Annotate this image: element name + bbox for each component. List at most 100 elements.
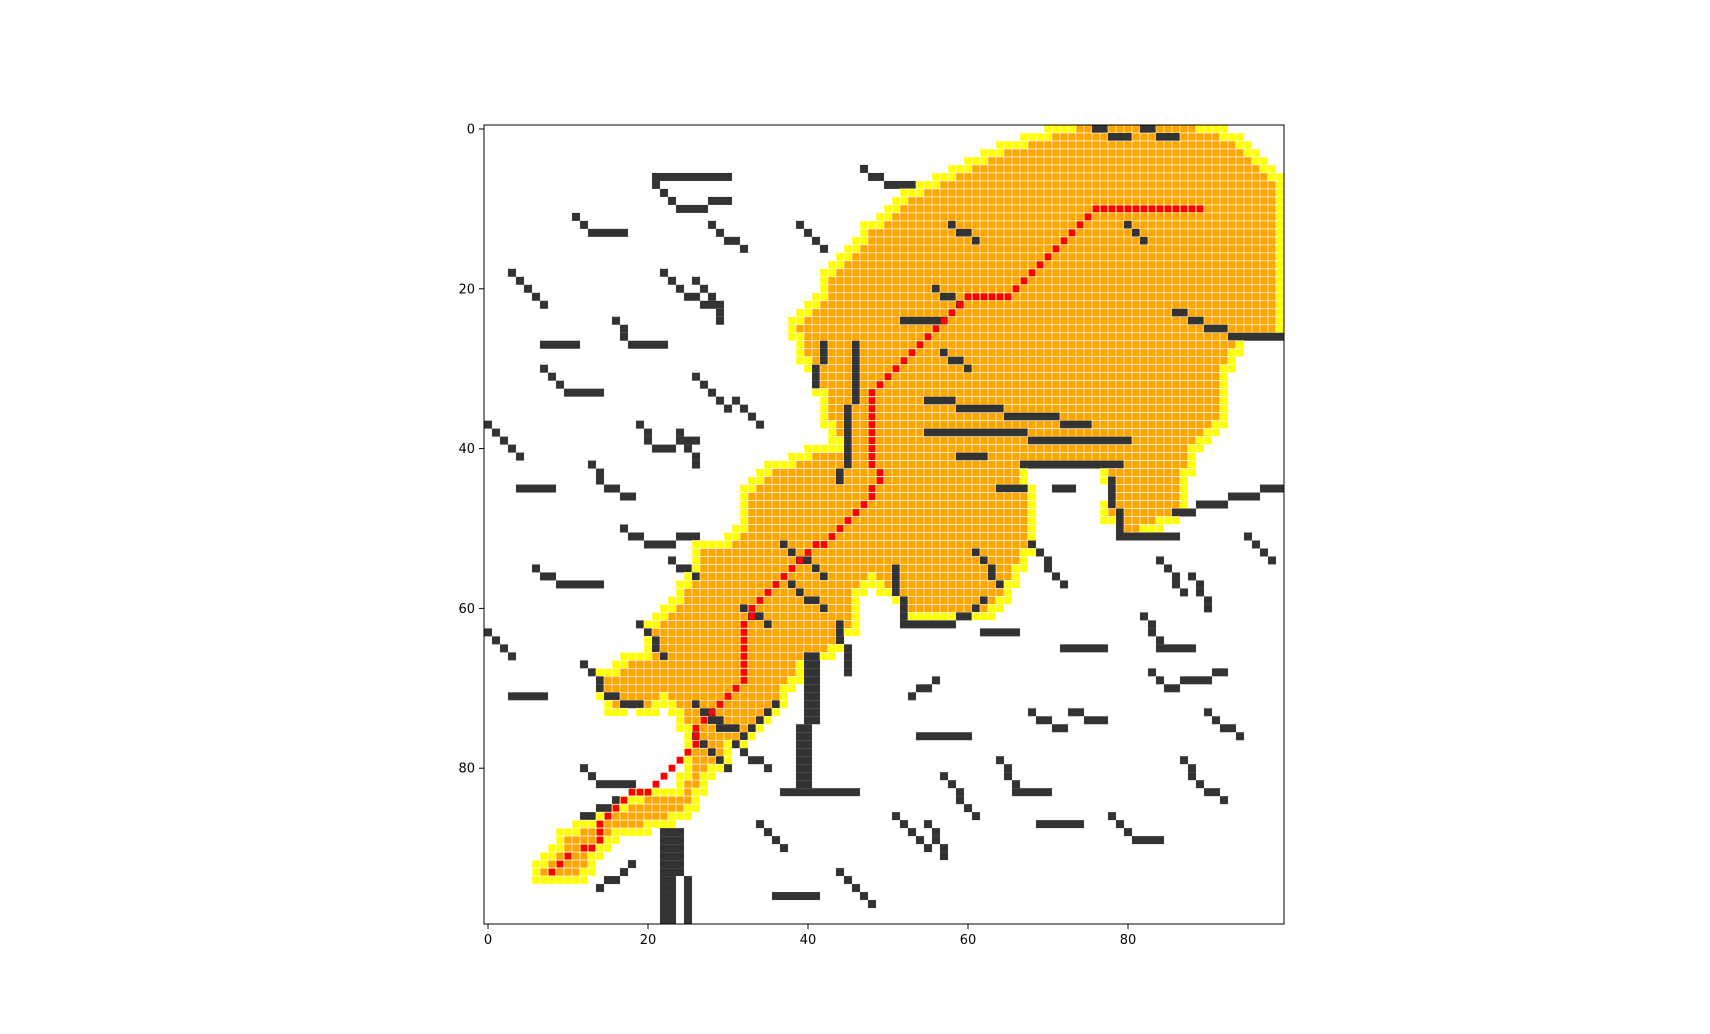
obstacle-cell [972, 812, 980, 821]
obstacle-cell [852, 388, 860, 397]
obstacle-cell [668, 884, 676, 893]
explored-cell [963, 420, 973, 429]
explored-cell [891, 284, 901, 294]
explored-cell [875, 532, 885, 541]
explored-cell [1259, 188, 1269, 198]
explored-cell [691, 691, 701, 701]
explored-cell [699, 691, 709, 701]
explored-cell [1019, 396, 1029, 405]
explored-cell [675, 803, 685, 813]
obstacle-cell [1156, 532, 1164, 541]
path-point [676, 756, 684, 764]
frontier-cell [1275, 228, 1284, 238]
explored-cell [755, 492, 765, 501]
explored-cell [1227, 156, 1237, 166]
explored-cell [963, 468, 973, 477]
explored-cell [1179, 388, 1189, 397]
frontier-cell [619, 652, 629, 661]
explored-cell [1147, 356, 1157, 365]
explored-cell [875, 324, 885, 334]
explored-cell [1067, 324, 1077, 334]
frontier-cell [1203, 436, 1213, 445]
explored-cell [1011, 356, 1021, 365]
explored-cell [915, 420, 925, 429]
explored-cell [627, 691, 637, 701]
explored-cell [619, 668, 629, 677]
path-point [828, 533, 836, 540]
frontier-cell [827, 436, 837, 445]
explored-cell [859, 452, 869, 461]
explored-cell [1107, 140, 1117, 150]
explored-cell [755, 683, 765, 693]
explored-cell [1075, 132, 1085, 142]
explored-cell [995, 364, 1005, 373]
explored-cell [971, 412, 981, 421]
explored-cell [1115, 140, 1125, 150]
obstacle-cell [612, 780, 620, 789]
explored-cell [1147, 156, 1157, 166]
explored-cell [811, 452, 821, 461]
explored-cell [955, 380, 965, 389]
explored-cell [723, 572, 733, 581]
explored-cell [1075, 444, 1085, 453]
explored-cell [731, 612, 741, 621]
obstacle-cell [684, 900, 692, 909]
explored-cell [971, 420, 981, 429]
frontier-cell [555, 827, 565, 837]
explored-cell [739, 572, 749, 581]
y-tick-label: 60 [458, 602, 475, 617]
explored-cell [1003, 260, 1013, 270]
explored-cell [1051, 364, 1061, 373]
explored-cell [955, 260, 965, 270]
obstacle-cell [812, 700, 820, 709]
explored-cell [1155, 356, 1165, 365]
explored-cell [939, 236, 949, 246]
obstacle-cell [804, 748, 812, 757]
explored-cell [755, 676, 765, 685]
explored-cell [1083, 396, 1093, 405]
explored-cell [563, 843, 573, 853]
explored-cell [995, 572, 1005, 581]
obstacle-cell [1060, 436, 1068, 445]
path-point [684, 748, 692, 756]
explored-cell [563, 835, 573, 845]
explored-cell [1115, 404, 1125, 413]
explored-cell [1011, 524, 1021, 533]
explored-cell [1091, 156, 1101, 166]
explored-cell [1163, 292, 1173, 302]
explored-cell [1107, 180, 1117, 190]
explored-cell [891, 468, 901, 477]
obstacle-cell [596, 884, 604, 893]
explored-cell [963, 316, 973, 326]
explored-cell [1019, 284, 1029, 294]
explored-cell [1139, 196, 1149, 206]
explored-cell [995, 332, 1005, 342]
explored-cell [891, 556, 901, 565]
explored-cell [1267, 228, 1277, 238]
explored-cell [915, 548, 925, 557]
explored-cell [1107, 260, 1117, 270]
obstacle-cell [660, 852, 668, 861]
explored-cell [779, 508, 789, 517]
obstacle-cell [620, 492, 628, 501]
explored-cell [955, 180, 965, 190]
explored-cell [1099, 228, 1109, 238]
explored-cell [947, 468, 957, 477]
explored-cell [907, 436, 917, 445]
explored-cell [891, 324, 901, 334]
obstacle-cell [1076, 820, 1084, 829]
explored-cell [1163, 500, 1173, 509]
explored-cell [923, 524, 933, 533]
frontier-cell [1043, 132, 1053, 142]
explored-cell [715, 668, 725, 677]
explored-cell [851, 548, 861, 557]
frontier-cell [963, 164, 973, 174]
obstacle-cell [948, 220, 956, 229]
explored-cell [771, 628, 781, 637]
explored-cell [835, 588, 845, 597]
frontier-cell [883, 588, 893, 597]
explored-cell [923, 348, 933, 358]
explored-cell [939, 412, 949, 421]
path-point [868, 485, 876, 492]
explored-cell [659, 628, 669, 637]
